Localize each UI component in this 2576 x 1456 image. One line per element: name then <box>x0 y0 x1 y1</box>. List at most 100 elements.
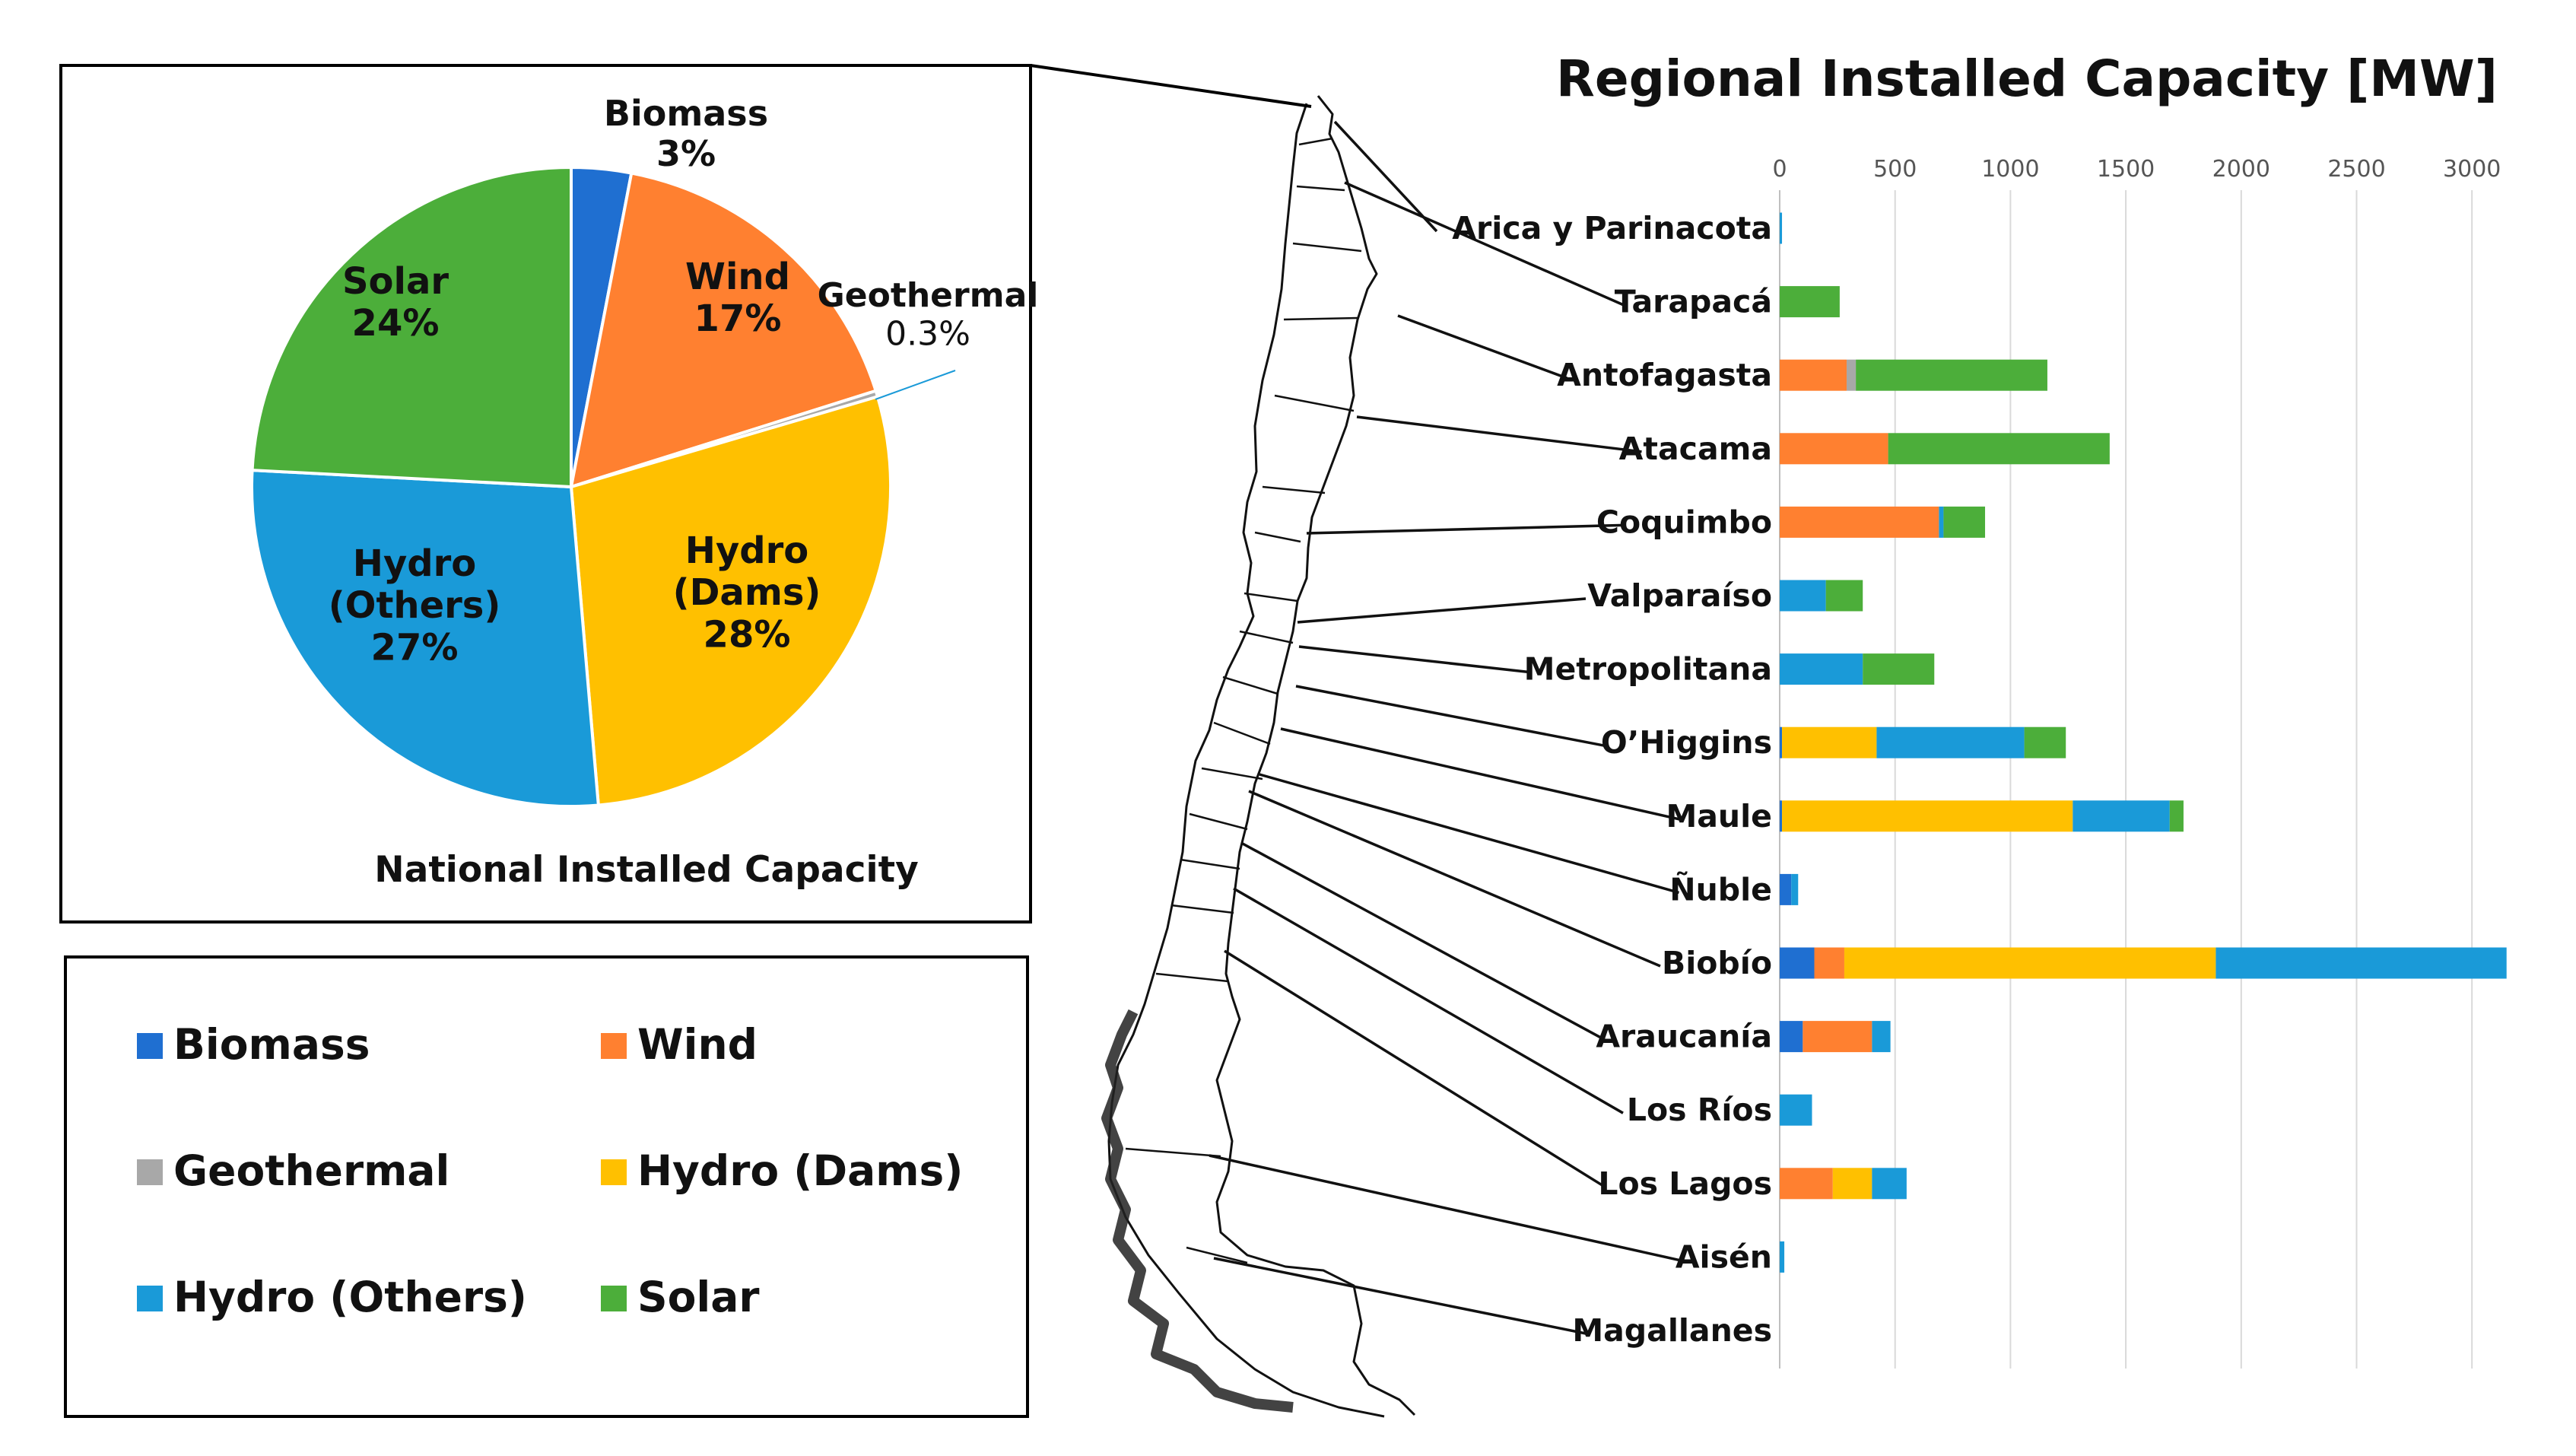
pie-labels: Biomass 3%Wind 17%Geothermal 0.3%Hydro (Dams… <box>329 93 1039 669</box>
bars <box>1780 212 2507 1273</box>
pie-label-line: Wind <box>685 256 790 298</box>
pie-slice-wind <box>569 171 878 489</box>
region-label-biobio: Biobío <box>1662 945 1772 981</box>
bar-chart-title: Regional Installed Capacity [MW] <box>1556 49 2498 108</box>
region-label-valparaiso: Valparaíso <box>1587 577 1772 614</box>
bar-los-lagos-wind <box>1780 1168 1833 1200</box>
leader-line-tarapaca <box>1344 181 1624 307</box>
bar-araucania-biomass <box>1780 1021 1803 1053</box>
bar-coquimbo-solar <box>1943 506 1986 538</box>
bar-atacama-wind <box>1780 433 1888 465</box>
chile-map <box>1101 95 1416 1418</box>
map-region-borders <box>1125 137 1362 1264</box>
legend-label: Hydro (Dams) <box>637 1146 963 1195</box>
bar-maule-hydro-dams <box>1782 800 2073 832</box>
bar-coquimbo-wind <box>1780 506 1939 538</box>
x-tick-label: 0 <box>1772 156 1787 183</box>
legend-swatch <box>137 1286 163 1311</box>
legend-swatch <box>137 1033 163 1059</box>
pie-label-hydro-others: Hydro (Others) 27% <box>329 542 501 669</box>
legend-entry-solar: Solar <box>601 1273 760 1321</box>
leader-line-maule <box>1280 727 1679 821</box>
bar-antofagasta-solar <box>1856 359 2047 391</box>
bar-nuble-hydro-others <box>1791 873 1799 905</box>
leader-line-valparaiso <box>1297 597 1587 624</box>
x-tick-label: 2000 <box>2212 156 2270 183</box>
legend: Biomass Wind Geothermal Hydro (Dams) Hydro (… <box>137 1020 963 1321</box>
region-label-o-higgins: O’Higgins <box>1601 724 1772 761</box>
region-label-aisen: Aisén <box>1676 1238 1772 1275</box>
bar-valparaiso-hydro-others <box>1780 580 1826 612</box>
bar-antofagasta-wind <box>1780 359 1847 391</box>
pie-slice-hydro-others <box>250 468 600 808</box>
legend-label: Solar <box>637 1273 760 1321</box>
pie-label-line: Geothermal <box>818 276 1039 315</box>
region-label-metropolitana: Metropolitana <box>1524 651 1772 688</box>
region-label-arica-y-parinacota: Arica y Parinacota <box>1452 210 1772 246</box>
pie-label-line: 27% <box>371 626 459 669</box>
leader-line-atacama <box>1356 415 1642 453</box>
leader-line-aisen <box>1209 1154 1679 1262</box>
legend-label: Biomass <box>173 1020 370 1069</box>
leader-line-los-lagos <box>1224 949 1606 1188</box>
legend-swatch <box>601 1159 627 1185</box>
pie-label-wind: Wind 17% <box>685 256 790 340</box>
bar-o-higgins-hydro-dams <box>1782 726 1877 758</box>
region-label-atacama: Atacama <box>1619 431 1772 467</box>
bar-o-higgins-hydro-others <box>1876 726 2025 758</box>
leader-line-los-rios <box>1233 887 1624 1114</box>
pie-label-line: Biomass <box>604 93 768 134</box>
region-label-coquimbo: Coquimbo <box>1596 504 1772 540</box>
pie-label-line: (Dams) <box>673 571 821 614</box>
bar-coquimbo-hydro-others <box>1939 506 1944 538</box>
panel-pointer-line <box>1030 64 1312 108</box>
leader-line-coquimbo <box>1306 523 1624 535</box>
bar-maule-biomass <box>1780 800 1783 832</box>
pie-label-line: Hydro <box>685 529 808 572</box>
bar-los-lagos-hydro-others <box>1872 1168 1907 1200</box>
legend-swatch <box>137 1159 163 1185</box>
bar-araucania-hydro-others <box>1872 1021 1891 1053</box>
legend-label: Geothermal <box>173 1146 449 1195</box>
geothermal-leader-line <box>875 370 956 400</box>
legend-entry-wind: Wind <box>601 1020 758 1069</box>
x-tick-label: 2500 <box>2327 156 2385 183</box>
pie-label-line: (Others) <box>329 584 501 627</box>
region-leader-lines <box>1209 120 1679 1335</box>
pie-label-line: Solar <box>342 260 449 303</box>
leader-line-nuble <box>1259 773 1679 895</box>
x-tick-label: 3000 <box>2443 156 2501 183</box>
bar-biobio-hydro-others <box>2215 947 2507 979</box>
map-outline-east <box>1215 95 1416 1416</box>
region-label-los-lagos: Los Lagos <box>1598 1165 1772 1202</box>
pie-slice-solar <box>250 165 573 489</box>
map-outline-west <box>1107 103 1385 1418</box>
pie-label-line: 24% <box>352 302 440 345</box>
legend-frame <box>64 955 1029 1418</box>
bar-araucania-wind <box>1803 1021 1872 1053</box>
bar-valparaiso-solar <box>1825 580 1863 612</box>
region-label-magallanes: Magallanes <box>1572 1312 1772 1349</box>
map-fjords <box>1101 1009 1294 1413</box>
bar-metropolitana-solar <box>1863 653 1935 685</box>
region-label-antofagasta: Antofagasta <box>1557 357 1772 393</box>
region-labels: Arica y Parinacota Tarapacá Antofagasta Ata… <box>1452 210 1772 1349</box>
pie-label-line: 3% <box>656 133 716 174</box>
bar-maule-solar <box>2169 800 2184 832</box>
legend-entry-hydro-dams: Hydro (Dams) <box>601 1146 963 1195</box>
x-tick-label: 1000 <box>1981 156 2039 183</box>
leader-line-arica-y-parinacota <box>1333 120 1438 233</box>
pie-title: National Installed Capacity <box>374 849 918 891</box>
pie-label-line: 28% <box>704 613 791 656</box>
bar-los-rios-hydro-others <box>1780 1094 1812 1126</box>
bar-x-ticks: 0 500 1000 1500 2000 2500 3000 <box>1772 156 2501 183</box>
pie-label-line: 17% <box>694 297 782 340</box>
bar-metropolitana-hydro-others <box>1780 653 1863 685</box>
bar-biobio-wind <box>1814 947 1844 979</box>
region-label-tarapaca: Tarapacá <box>1615 284 1772 320</box>
bar-o-higgins-solar <box>2024 726 2066 758</box>
region-label-maule: Maule <box>1666 798 1772 834</box>
pie-label-hydro-dams: Hydro (Dams) 28% <box>673 529 821 656</box>
legend-entry-geothermal: Geothermal <box>137 1146 449 1195</box>
